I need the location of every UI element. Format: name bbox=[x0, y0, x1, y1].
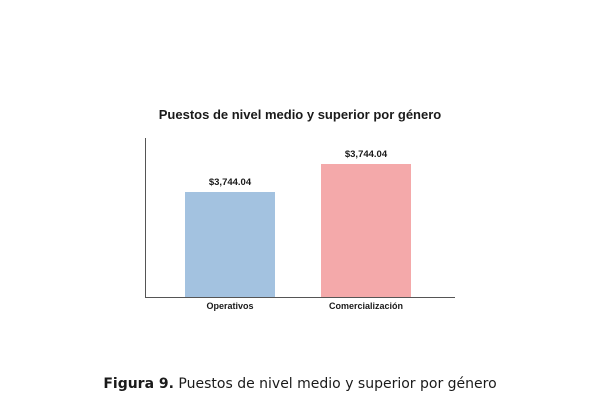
chart-title: Puestos de nivel medio y superior por gé… bbox=[159, 107, 442, 122]
data-label-operativos: $3,744.04 bbox=[209, 177, 252, 188]
x-tick-label-comercializacion: Comercialización bbox=[329, 301, 403, 311]
bar-comercializacion bbox=[321, 164, 411, 297]
x-tick-label-operativos: Operativos bbox=[206, 301, 253, 311]
caption-text: Puestos de nivel medio y superior por gé… bbox=[173, 376, 497, 392]
bars-group: $3,744.04 Operativos $3,744.04 Comercializa… bbox=[185, 149, 411, 311]
bar-operativos bbox=[185, 192, 275, 297]
figure-caption: Figura 9. Puestos de nivel medio y super… bbox=[0, 376, 600, 392]
data-label-comercializacion: $3,744.04 bbox=[345, 149, 388, 160]
caption-label: Figura 9. bbox=[103, 376, 174, 392]
